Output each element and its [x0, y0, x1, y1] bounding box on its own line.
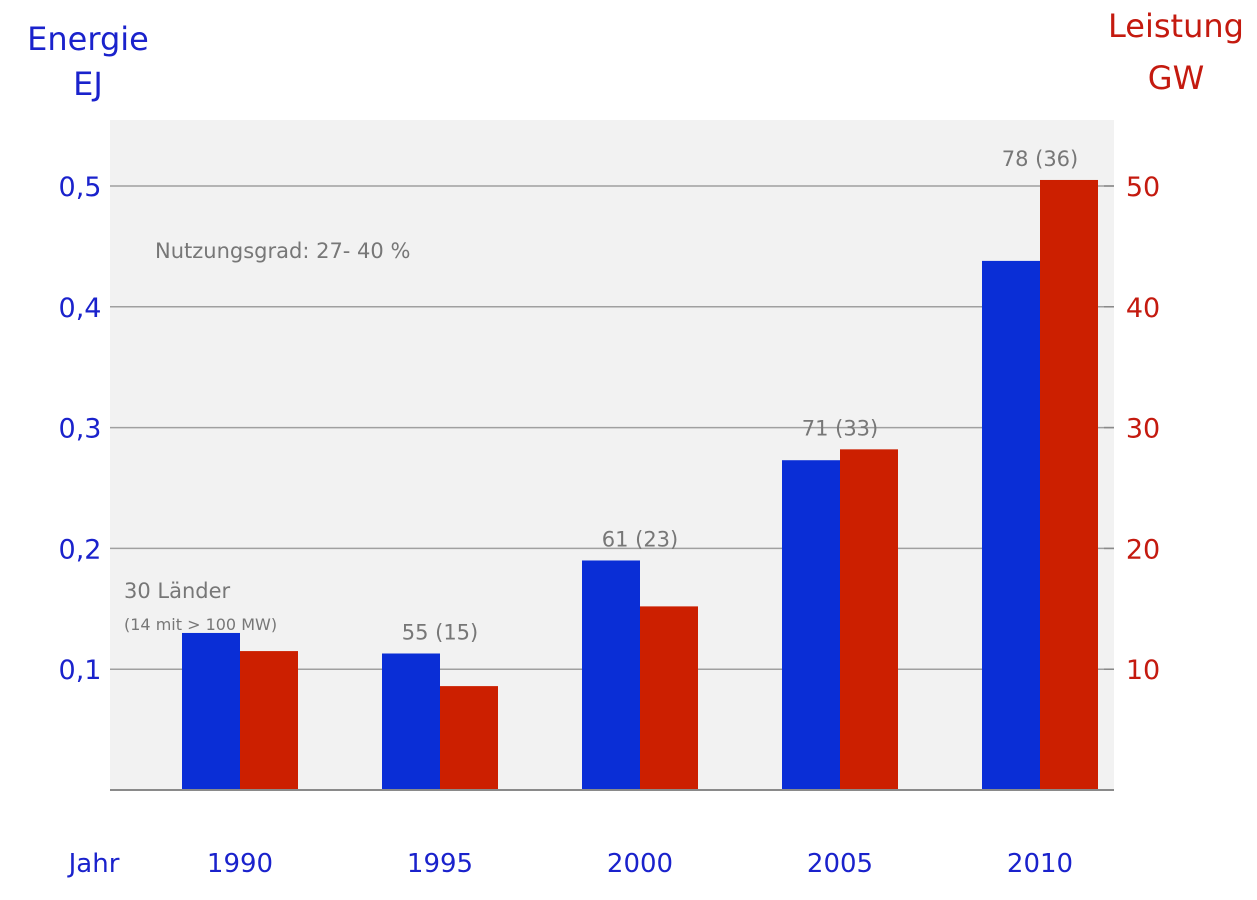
- bars: [182, 179, 1098, 790]
- right-tick-label-1: 20: [1126, 534, 1160, 565]
- bar-energie-2005: [782, 460, 840, 790]
- bar-leistung-2005: [840, 449, 898, 790]
- right-tick-label-0: 10: [1126, 655, 1160, 686]
- right-tick-label-4: 50: [1126, 172, 1160, 203]
- utilization-note: Nutzungsgrad: 27- 40 %: [155, 239, 410, 263]
- x-tick-label-1990: 1990: [207, 849, 273, 879]
- bar-energie-1995: [382, 653, 440, 790]
- bar-group-label-2000: 61 (23): [602, 527, 679, 551]
- right-axis-title-line1: Leistung: [1108, 7, 1244, 45]
- countries-note: 30 Länder: [124, 579, 231, 603]
- left-tick-label-1: 0,2: [59, 534, 102, 565]
- right-axis-ticks: 10 20 30 40 50: [1104, 172, 1160, 686]
- countries-subnote: (14 mit > 100 MW): [124, 615, 277, 634]
- right-tick-label-3: 40: [1126, 293, 1160, 324]
- x-axis-label: Jahr: [67, 849, 120, 879]
- right-axis-title-line2: GW: [1148, 59, 1204, 97]
- x-axis-ticks: 1990 1995 2000 2005 2010: [207, 849, 1073, 879]
- left-tick-label-2: 0,3: [59, 414, 102, 445]
- x-tick-label-2000: 2000: [607, 849, 673, 879]
- left-tick-label-0: 0,1: [59, 655, 102, 686]
- left-tick-label-3: 0,4: [59, 293, 102, 324]
- right-tick-label-2: 30: [1126, 414, 1160, 445]
- left-axis-title-line2: EJ: [73, 65, 103, 103]
- x-tick-label-2010: 2010: [1007, 849, 1073, 879]
- x-tick-label-2005: 2005: [807, 849, 873, 879]
- bar-group-label-2010: 78 (36): [1002, 147, 1079, 171]
- bar-leistung-2010: [1040, 179, 1098, 790]
- bar-leistung-1995: [440, 686, 498, 790]
- left-axis-title-line1: Energie: [27, 20, 149, 58]
- bar-group-label-2005: 71 (33): [802, 416, 879, 440]
- bar-leistung-1990: [240, 651, 298, 790]
- bar-leistung-2000: [640, 606, 698, 790]
- bar-energie-1990: [182, 632, 240, 790]
- bar-value-labels: 55 (15) 61 (23) 71 (33) 78 (36): [402, 147, 1079, 645]
- bar-group-label-1995: 55 (15): [402, 620, 479, 644]
- left-tick-label-4: 0,5: [59, 172, 102, 203]
- bar-energie-2010: [982, 260, 1040, 790]
- left-axis-ticks: 0,1 0,2 0,3 0,4 0,5: [59, 172, 102, 686]
- x-tick-label-1995: 1995: [407, 849, 473, 879]
- bar-energie-2000: [582, 560, 640, 790]
